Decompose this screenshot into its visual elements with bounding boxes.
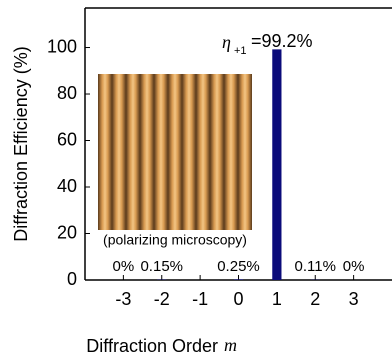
- annotation-subscript: +1: [234, 45, 247, 57]
- x-tick-label: -1: [192, 289, 208, 309]
- bar: [233, 279, 244, 280]
- y-axis-label: Diffraction Efficiency (%): [11, 46, 31, 241]
- x-tick-label: 3: [349, 289, 359, 309]
- y-tick-label: 100: [47, 36, 77, 56]
- y-tick-label: 60: [57, 129, 77, 149]
- value-label: 0.11%: [295, 258, 336, 275]
- inset-image: [98, 74, 252, 230]
- x-tick-label: 0: [233, 289, 243, 309]
- value-label: 0%: [113, 258, 135, 275]
- bar: [272, 49, 282, 280]
- value-label: 0.15%: [140, 258, 183, 275]
- y-tick-label: 20: [57, 222, 77, 242]
- x-tick-label: -3: [115, 289, 131, 309]
- y-tick-label: 40: [57, 176, 77, 196]
- x-axis-label: Diffraction Order: [86, 336, 218, 356]
- value-label: 0%: [343, 258, 365, 275]
- x-tick-label: -2: [154, 289, 170, 309]
- value-label: 0.25%: [217, 258, 260, 275]
- annotation-symbol: η: [222, 32, 231, 52]
- x-tick-label: 1: [272, 289, 282, 309]
- y-tick-label: 80: [57, 83, 77, 103]
- annotation-text: =99.2%: [251, 31, 313, 51]
- x-axis-symbol: m: [224, 335, 237, 355]
- inset-caption: (polarizing microscopy): [103, 232, 247, 248]
- y-tick-label: 0: [67, 269, 77, 289]
- x-tick-label: 2: [310, 289, 320, 309]
